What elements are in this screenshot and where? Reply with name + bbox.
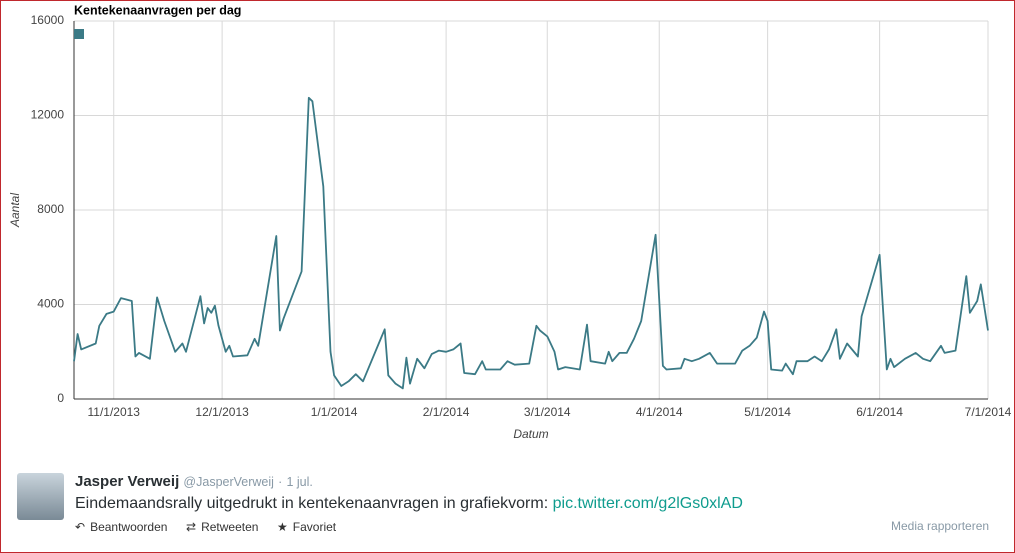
data-line [73, 96, 989, 390]
action-label: Beantwoorden [90, 520, 168, 534]
tweet-time[interactable]: 1 jul. [286, 475, 313, 489]
action-label: Retweeten [201, 520, 259, 534]
x-tick-label: 1/1/2014 [311, 405, 358, 419]
y-tick-label: 8000 [37, 202, 64, 216]
user-handle[interactable]: @JasperVerweij [183, 475, 274, 489]
separator: · [278, 475, 283, 489]
x-tick-label: 6/1/2014 [856, 405, 903, 419]
action-retweet[interactable]: ⇄ Retweeten [186, 520, 259, 534]
x-axis-label: Datum [513, 427, 548, 441]
series-marker [74, 29, 84, 39]
report-media[interactable]: Media rapporteren [891, 519, 990, 533]
y-tick-label: 4000 [37, 297, 64, 311]
y-tick-label: 16000 [31, 13, 65, 27]
action-reply[interactable]: ↶ Beantwoorden [75, 520, 168, 534]
avatar[interactable] [17, 473, 64, 520]
x-tick-label: 3/1/2014 [524, 405, 571, 419]
y-tick-label: 0 [57, 391, 64, 405]
chart-title: Kentekenaanvragen per dag [74, 3, 241, 17]
x-tick-label: 4/1/2014 [636, 405, 683, 419]
y-axis-label: Aantal [8, 193, 22, 228]
chart: Kentekenaanvragen per dag Aantal Datum 0… [8, 3, 1012, 441]
x-tick-label: 5/1/2014 [744, 405, 791, 419]
x-tick-label: 7/1/2014 [965, 405, 1012, 419]
x-tick-label: 2/1/2014 [423, 405, 470, 419]
user-name[interactable]: Jasper Verweij [75, 473, 180, 490]
action-favorite[interactable]: ★ Favoriet [277, 520, 337, 534]
tweet-header: Jasper Verweij @JasperVerweij · 1 jul. [75, 473, 313, 490]
x-tick-label: 12/1/2013 [195, 405, 249, 419]
tweet-text: Eindemaandsrally uitgedrukt in kentekena… [75, 495, 549, 512]
y-tick-label: 12000 [31, 108, 65, 122]
tweet-body: Eindemaandsrally uitgedrukt in kentekena… [75, 495, 743, 513]
action-label: Favoriet [292, 520, 337, 534]
x-tick-label: 11/1/2013 [87, 405, 140, 419]
tweet-link[interactable]: pic.twitter.com/g2lGs0xlAD [552, 495, 743, 512]
